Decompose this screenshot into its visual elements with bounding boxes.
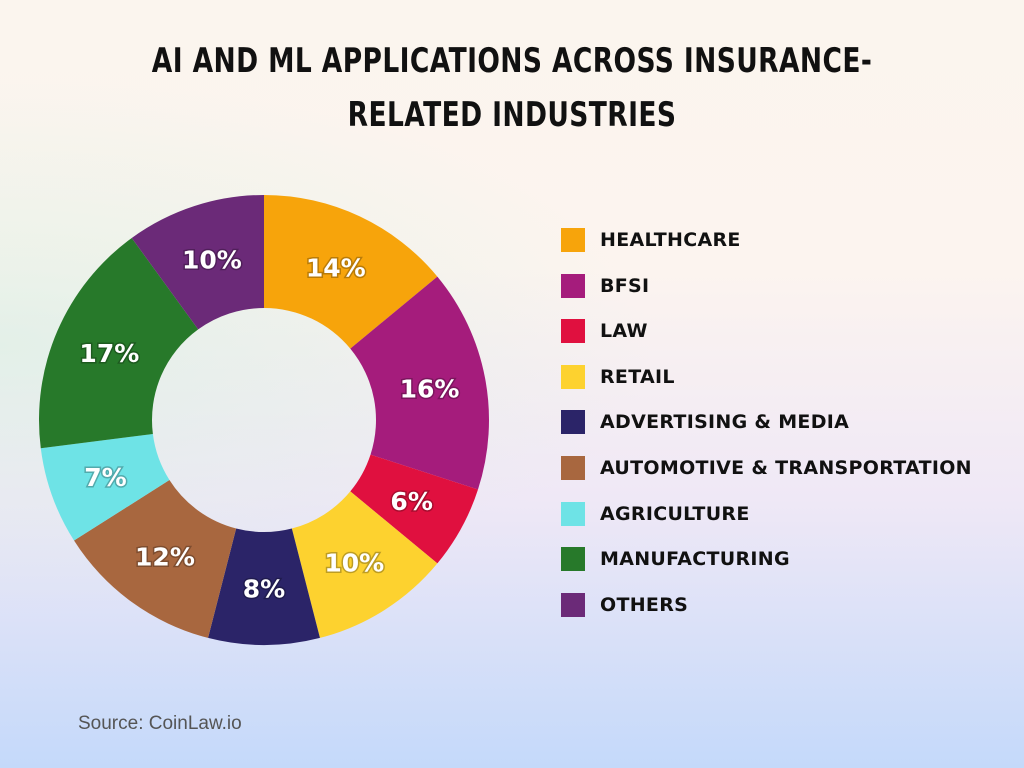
legend-label: AGRICULTURE [600, 502, 750, 525]
slice-retail [291, 491, 438, 638]
legend-item: LAW [561, 319, 972, 365]
legend-item: AUTOMOTIVE & TRANSPORTATION [561, 455, 972, 502]
slice-healthcare [264, 195, 438, 349]
legend-label: RETAIL [600, 365, 675, 388]
legend-label: BFSI [600, 274, 650, 297]
slice-label: 6% [390, 487, 432, 516]
legend-swatch [561, 364, 585, 389]
legend-swatch [561, 273, 585, 298]
slice-label: 16% [400, 374, 460, 403]
slice-agriculture [40, 434, 170, 541]
legend-swatch [561, 547, 585, 572]
legend-item: AGRICULTURE [561, 501, 972, 548]
legend-item: HEALTHCARE [561, 228, 972, 274]
slice-label: 17% [79, 339, 139, 368]
legend-label: MANUFACTURING [600, 548, 790, 571]
slice-label: 10% [182, 246, 242, 275]
slice-automotive-transportation [74, 480, 237, 638]
source-text: Source: CoinLaw.io [78, 713, 242, 734]
legend-swatch [561, 501, 585, 526]
legend: HEALTHCARE BFSI LAW RETAIL ADVERTISING & MED… [561, 228, 972, 638]
legend-swatch [561, 319, 585, 344]
legend-item: RETAIL [561, 364, 972, 411]
legend-item: OTHERS [561, 592, 972, 639]
legend-swatch [561, 228, 585, 252]
slice-label: 8% [243, 575, 285, 604]
legend-swatch [561, 592, 585, 617]
slice-label: 12% [135, 542, 195, 571]
legend-item: MANUFACTURING [561, 547, 972, 593]
slice-others [131, 195, 264, 330]
slice-label: 7% [84, 463, 126, 492]
slice-bfsi [350, 276, 489, 490]
legend-label: HEALTHCARE [600, 229, 741, 251]
legend-swatch [561, 410, 585, 435]
slice-law [350, 454, 478, 564]
legend-item: BFSI [561, 273, 972, 320]
slice-label: 10% [324, 548, 384, 577]
slice-label: 14% [306, 254, 366, 283]
legend-swatch [561, 455, 585, 480]
legend-label: ADVERTISING & MEDIA [600, 411, 850, 434]
legend-label: LAW [600, 320, 648, 343]
slice-advertising-media [208, 528, 320, 645]
legend-label: AUTOMOTIVE & TRANSPORTATION [600, 456, 972, 479]
chart-title: AI and ML Applications Across Insurance-… [151, 41, 873, 135]
slice-manufacturing [38, 237, 199, 449]
legend-label: OTHERS [600, 593, 689, 616]
legend-item: ADVERTISING & MEDIA [561, 410, 972, 456]
donut-chart: 14% 16% 6% 10% 8% 12% 7% 17% 10% [38, 195, 489, 645]
